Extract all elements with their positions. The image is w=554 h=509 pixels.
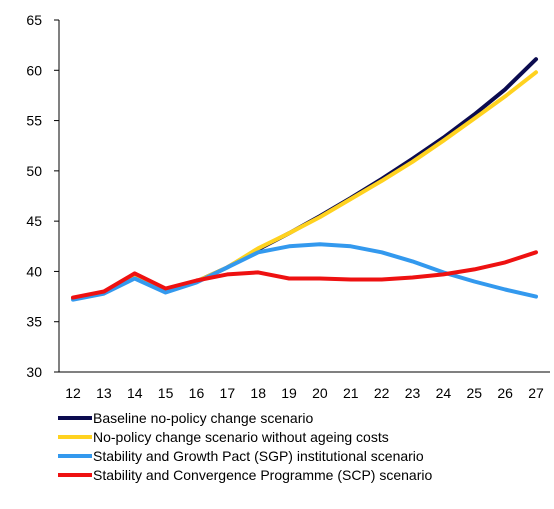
y-tick-label: 45 xyxy=(26,213,42,229)
y-tick-label: 55 xyxy=(26,113,42,129)
y-tick-label: 35 xyxy=(26,314,42,330)
x-tick-label: 21 xyxy=(343,385,359,401)
y-tick-label: 50 xyxy=(26,163,42,179)
x-tick-label: 19 xyxy=(281,385,297,401)
x-tick-label: 24 xyxy=(436,385,452,401)
series-line-2 xyxy=(71,70,538,301)
y-tick-label: 40 xyxy=(26,263,42,279)
legend-label: No-policy change scenario without ageing… xyxy=(93,429,389,445)
x-tick-label: 17 xyxy=(220,385,236,401)
legend: Baseline no-policy change scenario No-pol… xyxy=(58,410,432,483)
y-axis: 30 35 40 45 50 55 60 65 xyxy=(26,12,60,380)
x-axis: 12 13 14 15 16 17 18 19 20 21 22 23 24 25 26 27 xyxy=(59,371,550,401)
legend-label: Stability and Growth Pact (SGP) institut… xyxy=(93,448,424,464)
y-tick-label: 65 xyxy=(26,12,42,28)
x-tick-label: 26 xyxy=(497,385,513,401)
x-tick-label: 12 xyxy=(65,385,81,401)
y-tick-label: 30 xyxy=(26,364,42,380)
x-tick-label: 18 xyxy=(250,385,266,401)
x-tick-label: 25 xyxy=(466,385,482,401)
legend-item: No-policy change scenario without ageing… xyxy=(58,429,389,445)
series-line-4 xyxy=(71,250,538,300)
series-line-3 xyxy=(71,242,538,302)
x-tick-label: 23 xyxy=(405,385,421,401)
legend-item: Stability and Convergence Programme (SCP… xyxy=(58,467,432,483)
x-tick-label: 13 xyxy=(96,385,112,401)
x-tick-label: 14 xyxy=(127,385,143,401)
y-tick-label: 60 xyxy=(26,62,42,78)
legend-item: Baseline no-policy change scenario xyxy=(58,410,313,426)
x-tick-label: 16 xyxy=(189,385,205,401)
legend-label: Stability and Convergence Programme (SCP… xyxy=(93,467,432,483)
x-tick-label: 22 xyxy=(374,385,390,401)
x-tick-label: 15 xyxy=(158,385,174,401)
x-tick-label: 20 xyxy=(312,385,328,401)
legend-item: Stability and Growth Pact (SGP) institut… xyxy=(58,448,424,464)
legend-label: Baseline no-policy change scenario xyxy=(93,410,313,426)
series-line-1 xyxy=(71,57,538,301)
series-lines xyxy=(71,57,538,302)
x-tick-label: 27 xyxy=(528,385,544,401)
